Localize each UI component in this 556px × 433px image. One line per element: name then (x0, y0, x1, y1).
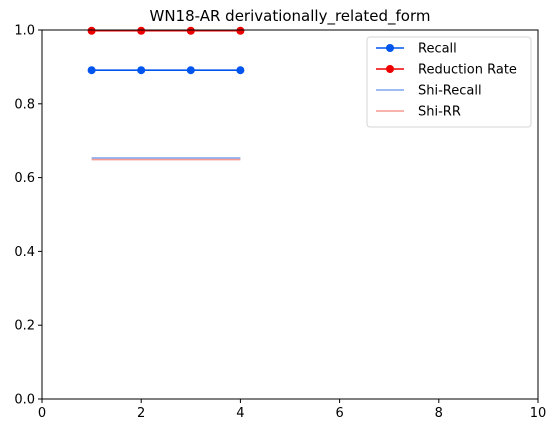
legend-marker (386, 65, 394, 73)
recall-point (236, 66, 245, 75)
recall-point (87, 66, 96, 75)
axis-ticks: 0 2 4 6 8 10 0.0 0.2 0.4 0.6 0.8 1.0 (14, 24, 546, 422)
x-tick-label: 6 (335, 406, 343, 421)
series-layer (87, 26, 245, 161)
y-tick-label: 0.2 (14, 319, 35, 334)
plot-frame (41, 29, 539, 400)
legend-marker (386, 44, 394, 52)
legend-box (366, 36, 532, 128)
x-tick-label: 4 (236, 406, 244, 421)
recall-point (186, 66, 195, 75)
reduction-rate-point (137, 26, 146, 35)
x-tick-label: 10 (530, 406, 547, 421)
legend-label: Recall (418, 42, 457, 57)
recall-point (137, 66, 146, 75)
reduction-rate-point (87, 26, 96, 35)
y-tick-label: 1.0 (14, 24, 35, 39)
legend: Recall Reduction Rate Shi-Recall Shi-RR (366, 36, 532, 128)
legend-label: Reduction Rate (418, 63, 517, 78)
reduction-rate-point (186, 26, 195, 35)
x-tick-label: 2 (137, 406, 145, 421)
x-tick-label: 0 (38, 406, 46, 421)
y-tick-label: 0.8 (14, 97, 35, 112)
y-tick-label: 0.4 (14, 245, 35, 260)
y-tick-label: 0.0 (14, 393, 35, 408)
y-tick-label: 0.6 (14, 171, 35, 186)
legend-label: Shi-Recall (418, 84, 482, 99)
reduction-rate-point (236, 26, 245, 35)
x-tick-label: 8 (435, 406, 443, 421)
chart-title: WN18-AR derivationally_related_form (150, 7, 431, 26)
legend-label: Shi-RR (418, 105, 461, 120)
